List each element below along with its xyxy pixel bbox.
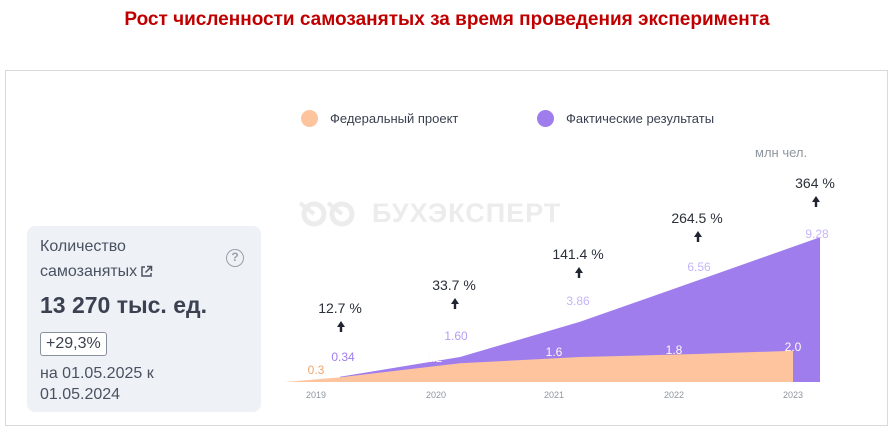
actual-data-label: 1.60 — [444, 329, 468, 343]
growth-label: 33.7 % — [432, 277, 476, 293]
legend-federal-label: Федеральный проект — [330, 111, 459, 126]
growth-label: 141.4 % — [552, 246, 603, 262]
legend-federal: Федеральный проект — [301, 110, 458, 127]
card-period-line2: 01.05.2024 — [40, 386, 121, 403]
growth-arrow-up-icon — [812, 196, 820, 207]
growth-label: 12.7 % — [318, 300, 362, 316]
federal-data-label: 2.0 — [785, 340, 802, 354]
federal-data-label: 1.2 — [426, 351, 443, 365]
self-employed-card: Количество самозанятых ? 13 270 тыс. ед.… — [27, 226, 261, 412]
unit-label: млн чел. — [755, 145, 808, 160]
x-tick-label: 2019 — [306, 390, 326, 400]
card-period-line1: на 01.05.2025 к — [40, 365, 154, 382]
actual-data-label: 0.34 — [331, 350, 355, 364]
growth-label: 264.5 % — [671, 210, 722, 226]
card-value: 13 270 тыс. ед. — [40, 292, 207, 318]
growth-arrow-up-icon — [451, 298, 459, 309]
external-link-icon[interactable] — [140, 265, 153, 278]
legend-actual-swatch — [537, 110, 554, 127]
card-label: Количество самозанятых — [40, 234, 210, 284]
x-tick-label: 2023 — [783, 390, 803, 400]
series-federal-area — [285, 350, 793, 382]
federal-data-label: 1.6 — [546, 345, 563, 359]
actual-data-label: 3.86 — [566, 294, 590, 308]
legend-actual: Фактические результаты — [537, 110, 714, 127]
series-actual-area — [340, 237, 820, 382]
change-badge: +29,3% — [40, 332, 107, 356]
card-label-line2[interactable]: самозанятых — [40, 263, 138, 280]
growth-label: 364 % — [795, 175, 835, 191]
actual-data-label: 9.28 — [805, 227, 829, 241]
page-title: Рост численности самозанятых за время пр… — [124, 9, 770, 30]
growth-arrow-up-icon — [575, 267, 583, 278]
card-label-line1: Количество — [40, 238, 126, 255]
x-tick-label: 2020 — [426, 390, 446, 400]
actual-data-label: 6.56 — [687, 260, 711, 274]
card-period: на 01.05.2025 к 01.05.2024 — [40, 363, 240, 405]
federal-data-label: 0.3 — [308, 363, 325, 377]
watermark: БУХЭКСПЕРТ — [298, 198, 561, 229]
x-tick-label: 2021 — [544, 390, 564, 400]
x-tick-label: 2022 — [664, 390, 684, 400]
growth-arrow-up-icon — [694, 231, 702, 242]
federal-data-label: 1.8 — [666, 343, 683, 357]
watermark-text: БУХЭКСПЕРТ — [372, 198, 562, 228]
watermark-logo-icon — [298, 200, 355, 226]
growth-arrow-up-icon — [337, 321, 345, 332]
legend-federal-swatch — [301, 110, 318, 127]
question-circle-icon[interactable]: ? — [226, 249, 244, 267]
legend-actual-label: Фактические результаты — [566, 111, 715, 126]
